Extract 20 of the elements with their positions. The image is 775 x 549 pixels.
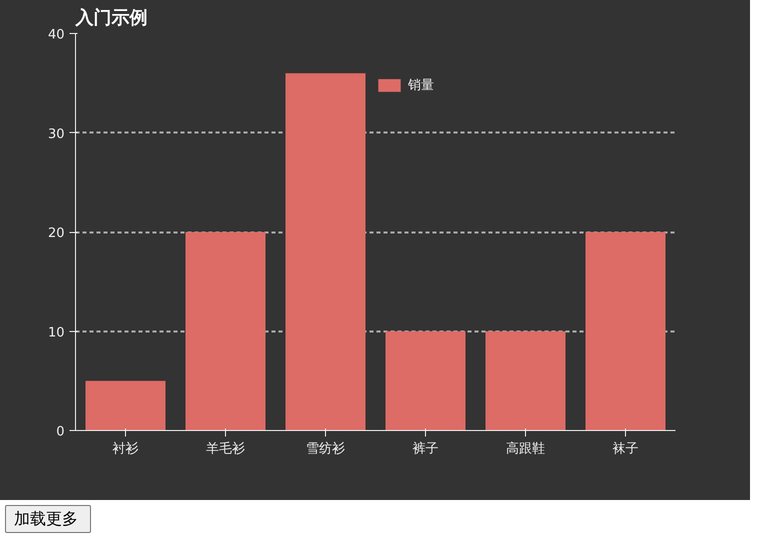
chart-title: 入门示例 [74, 8, 148, 28]
x-tick-label: 雪纺衫 [306, 442, 345, 456]
y-tick-label: 10 [48, 325, 65, 340]
x-tick-label: 高跟鞋 [506, 440, 545, 456]
y-tick-label: 20 [48, 226, 65, 241]
bar [586, 232, 666, 430]
bar [86, 380, 166, 430]
x-tick-label: 衬衫 [112, 442, 138, 456]
y-tick-label: 30 [48, 126, 65, 142]
legend-label: 销量 [408, 77, 434, 94]
bar [286, 73, 366, 430]
text: 加载更多 [14, 508, 78, 530]
x-tick-label: 裤子 [412, 442, 438, 456]
bar [386, 331, 466, 430]
bar [486, 331, 566, 430]
x-tick-label: 羊毛衫 [206, 442, 245, 456]
bar [186, 232, 266, 430]
x-tick-label: 袜子 [612, 442, 638, 456]
y-tick-label: 0 [56, 424, 65, 440]
y-tick-label: 40 [48, 28, 65, 42]
